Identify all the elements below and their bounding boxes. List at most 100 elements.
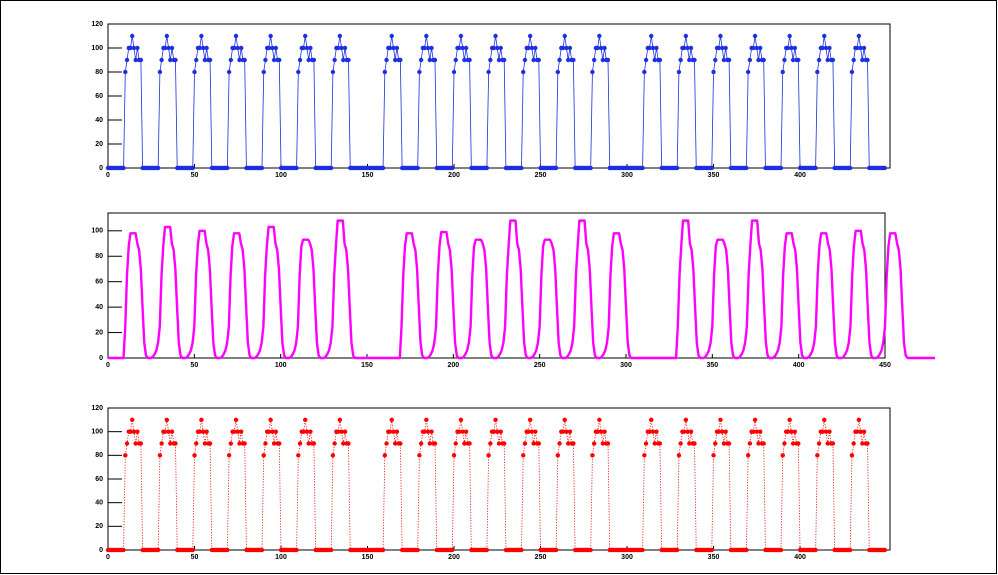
data-point xyxy=(861,45,867,51)
data-point xyxy=(418,441,424,446)
data-point xyxy=(496,57,502,63)
data-point xyxy=(458,33,464,39)
data-point xyxy=(415,547,420,553)
data-point xyxy=(427,441,432,446)
data-point xyxy=(882,547,888,553)
x-tick-label: 300 xyxy=(621,172,633,179)
data-point xyxy=(588,165,593,171)
data-point xyxy=(228,441,234,446)
data-point xyxy=(270,429,275,434)
data-point xyxy=(273,45,279,51)
data-point xyxy=(602,429,607,434)
data-point xyxy=(138,441,144,446)
data-point xyxy=(123,69,128,75)
data-point xyxy=(138,57,144,63)
data-point xyxy=(557,57,562,63)
data-point xyxy=(268,33,273,39)
x-tick-label: 450 xyxy=(879,362,891,369)
data-point xyxy=(157,69,163,75)
data-point xyxy=(235,45,240,51)
data-point xyxy=(273,429,279,434)
data-point xyxy=(652,441,657,446)
data-point xyxy=(457,429,462,434)
data-point xyxy=(674,547,680,553)
data-point xyxy=(166,429,171,434)
plot-frame xyxy=(107,407,891,551)
data-point xyxy=(130,33,135,39)
data-point xyxy=(263,57,268,63)
data-point xyxy=(467,57,472,63)
data-point xyxy=(713,57,718,63)
data-point xyxy=(384,57,389,63)
x-tick-label: 200 xyxy=(448,172,460,179)
data-point xyxy=(192,453,197,458)
data-point xyxy=(716,429,721,434)
data-point xyxy=(865,441,870,446)
data-point xyxy=(462,57,467,63)
data-point xyxy=(124,57,130,63)
y-tick-label: 40 xyxy=(95,117,103,124)
data-point xyxy=(135,429,140,434)
data-point xyxy=(164,417,170,423)
data-point xyxy=(308,429,313,434)
data-point xyxy=(823,429,829,434)
data-point xyxy=(173,441,178,446)
data-point xyxy=(429,429,434,434)
data-point xyxy=(519,547,524,553)
data-point xyxy=(233,33,239,39)
data-point xyxy=(417,453,422,458)
data-point xyxy=(792,429,798,434)
data-point xyxy=(822,33,827,39)
data-point xyxy=(562,33,567,39)
data-point xyxy=(851,57,856,63)
data-point xyxy=(202,57,208,63)
y-tick-label: 80 xyxy=(95,452,103,459)
data-point xyxy=(297,57,303,63)
data-point xyxy=(816,57,822,63)
data-point xyxy=(237,57,242,63)
data-point xyxy=(600,57,606,63)
data-point xyxy=(723,45,728,51)
data-point xyxy=(751,45,756,51)
data-point xyxy=(463,45,469,51)
data-point xyxy=(718,417,723,423)
data-point xyxy=(341,441,346,446)
data-point xyxy=(451,69,457,75)
x-tick-label: 300 xyxy=(621,554,633,561)
data-point xyxy=(424,417,429,423)
data-point xyxy=(130,417,135,423)
data-point xyxy=(754,45,759,51)
data-point xyxy=(303,417,308,423)
x-tick-label: 0 xyxy=(106,172,110,179)
y-tick-label: 20 xyxy=(95,523,103,530)
data-point xyxy=(460,45,465,51)
x-tick-label: 400 xyxy=(794,554,806,561)
data-point xyxy=(683,417,689,423)
data-point xyxy=(674,165,680,171)
data-point xyxy=(713,441,718,446)
data-point xyxy=(341,57,346,63)
data-point xyxy=(297,441,303,446)
data-point xyxy=(467,441,472,446)
data-point xyxy=(451,453,457,458)
data-point xyxy=(266,45,272,51)
data-point xyxy=(271,57,277,63)
x-tick-label: 100 xyxy=(275,554,287,561)
data-point xyxy=(557,441,562,446)
data-point xyxy=(429,45,434,51)
data-point xyxy=(197,429,202,434)
data-point xyxy=(155,547,161,553)
data-point xyxy=(453,57,458,63)
data-point xyxy=(758,429,763,434)
x-tick-label: 250 xyxy=(534,362,546,369)
data-point xyxy=(726,441,732,446)
data-point xyxy=(121,547,126,553)
data-point xyxy=(190,165,195,171)
data-point xyxy=(495,45,500,51)
y-tick-label: 80 xyxy=(95,69,103,76)
data-point xyxy=(566,57,571,63)
data-point xyxy=(709,165,715,171)
data-point xyxy=(856,417,862,423)
data-point xyxy=(190,547,195,553)
data-point xyxy=(453,441,458,446)
